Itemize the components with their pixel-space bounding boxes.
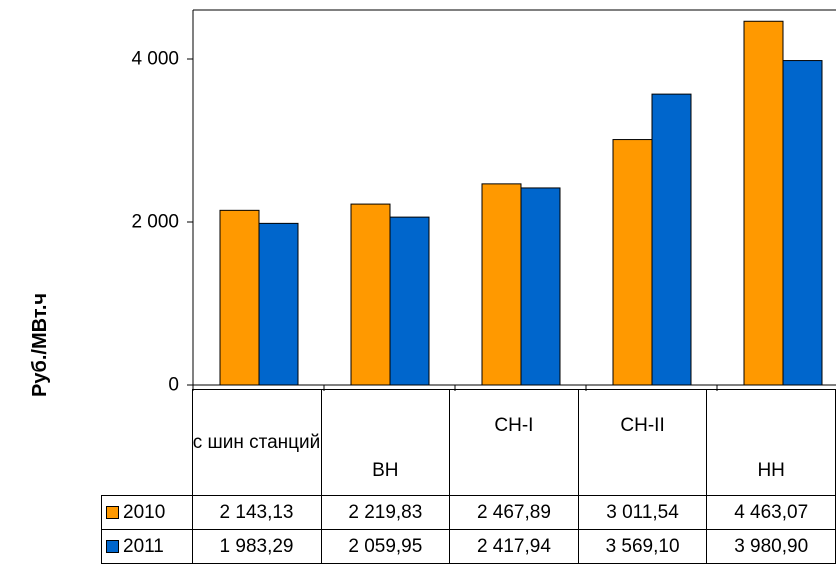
data-table: с шин станций ВН СН-I СН-II НН 2010 2 143,13 2…	[101, 389, 836, 564]
y-axis-title-container: Руб./МВт.ч	[29, 293, 51, 397]
y-tick-label: 4 000	[131, 49, 179, 70]
category-text: ВН	[372, 460, 399, 481]
series-row-2011: 2011 1 983,29 2 059,95 2 417,94 3 569,10 3 98…	[101, 529, 836, 564]
category-label: СН-I	[449, 389, 579, 496]
legend-entry-2010: 2010	[101, 495, 193, 530]
category-label: с шин станций	[191, 389, 322, 496]
bar-2011-3	[520, 187, 561, 386]
category-row: с шин станций ВН СН-I СН-II НН	[101, 389, 836, 496]
legend-swatch	[106, 539, 119, 553]
data-cell: 3 569,10	[577, 529, 708, 564]
data-cell: 2 219,83	[320, 495, 451, 530]
y-tick-label: 0	[168, 375, 179, 396]
data-cell: 3 011,54	[577, 495, 708, 530]
legend-swatch	[106, 505, 119, 519]
legend-label: 2010	[123, 501, 166, 523]
category-text: СН-II	[620, 415, 665, 436]
bar-2010-2	[350, 203, 391, 386]
bar-2011-2	[389, 216, 430, 386]
data-cell: 4 463,07	[706, 495, 836, 530]
y-tick-label: 2 000	[131, 212, 179, 233]
y-axis-title: Руб./МВт.ч	[29, 293, 51, 397]
table-corner	[101, 389, 193, 496]
category-text: СН-I	[494, 415, 534, 436]
bar-2010-4	[612, 139, 653, 386]
bar-2010-3	[481, 183, 522, 386]
category-text: с шин станций	[192, 431, 321, 453]
bar-chart: 0 2 000 4 000	[131, 9, 836, 396]
bar-2011-4	[651, 93, 692, 386]
bar-2011-5	[782, 60, 823, 386]
bar-2010-1	[219, 209, 260, 386]
series-row-2010: 2010 2 143,13 2 219,83 2 467,89 3 011,54 4 46…	[101, 495, 836, 530]
category-label: НН	[706, 389, 836, 496]
plot-area: 0 2 000 4 000	[131, 9, 836, 396]
data-cell: 2 059,95	[320, 529, 451, 564]
data-cell: 1 983,29	[191, 529, 322, 564]
data-cell: 2 143,13	[191, 495, 322, 530]
data-cell: 3 980,90	[706, 529, 836, 564]
category-label: СН-II	[577, 389, 708, 496]
data-cell: 2 417,94	[449, 529, 579, 564]
bar-2011-1	[258, 222, 299, 386]
bar-2010-5	[743, 20, 784, 386]
category-label: ВН	[320, 389, 451, 496]
legend-entry-2011: 2011	[101, 529, 193, 564]
category-text: НН	[757, 460, 785, 481]
data-cell: 2 467,89	[449, 495, 579, 530]
